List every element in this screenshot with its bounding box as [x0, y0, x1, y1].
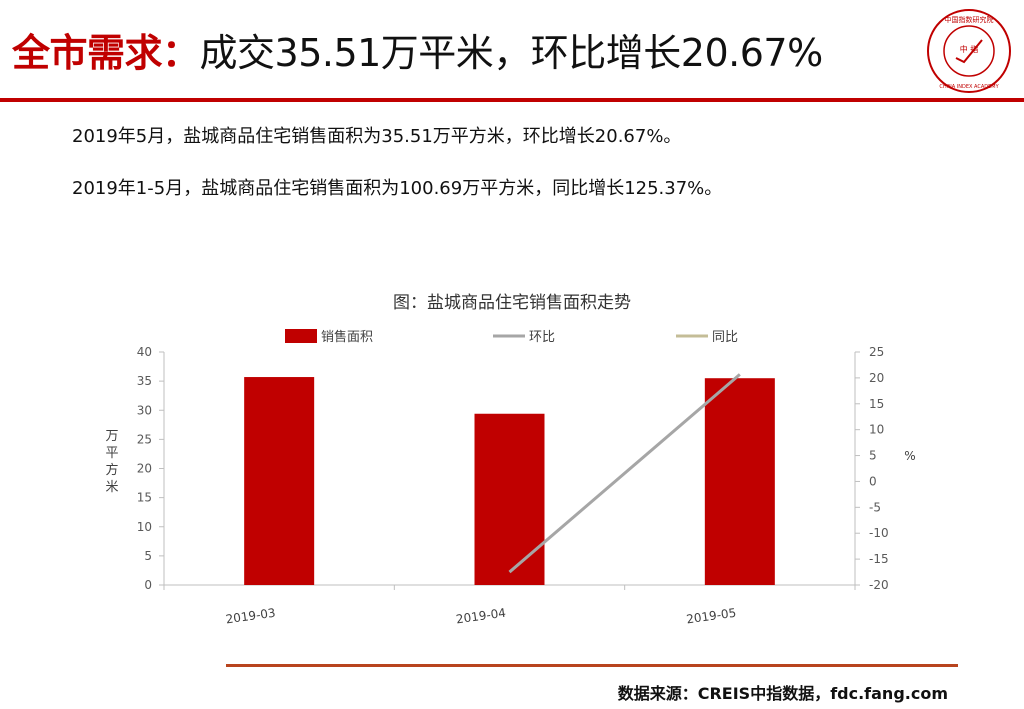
line-series [508, 373, 741, 574]
bar-2019-05 [704, 378, 775, 585]
legend-label-环比: 环比 [529, 330, 555, 345]
line-环比 [508, 373, 741, 574]
x-tick-label: 2019-04 [455, 606, 507, 627]
bar-2019-03 [244, 377, 315, 585]
y-tick-label: 5 [144, 549, 152, 563]
chart-legend: 销售面积 环比 同比 [285, 329, 738, 345]
footer-divider [226, 664, 958, 667]
y2-tick-label: 20 [869, 371, 884, 385]
y-axis-label: 万平方米 [105, 429, 118, 495]
y-tick-label: 40 [137, 345, 152, 359]
page-title: 全市需求：成交35.51万平米，环比增长20.67% [12, 22, 823, 77]
x-tick-label: 2019-03 [225, 606, 277, 627]
y-tick-label: 20 [137, 462, 152, 476]
y2-tick-label: 5 [869, 449, 877, 463]
legend-label-同比: 同比 [712, 330, 738, 345]
y2-tick-label: 0 [869, 474, 877, 488]
page-title-rest: 成交35.51万平米，环比增长20.67% [199, 31, 824, 75]
bar-2019-04 [474, 413, 545, 585]
x-tick-label: 2019-05 [685, 606, 737, 627]
y-tick-label: 25 [137, 432, 152, 446]
chart-title: 图：盐城商品住宅销售面积走势 [393, 293, 631, 313]
page-title-lead: 全市需求： [12, 31, 200, 75]
y2-tick-label: -15 [869, 552, 889, 566]
y2-tick-label: 15 [869, 397, 884, 411]
china-index-academy-logo: 中国指数研究院 中 指 CHINA INDEX ACADEMY [927, 9, 1011, 93]
summary-line-monthly: 2019年5月，盐城商品住宅销售面积为35.51万平方米，环比增长20.67%。 [72, 126, 682, 147]
y2-tick-label: 25 [869, 345, 884, 359]
summary-line-ytd: 2019年1-5月，盐城商品住宅销售面积为100.69万平方米，同比增长125.… [72, 178, 723, 199]
y-tick-label: 0 [144, 578, 152, 592]
data-source: 数据来源：CREIS中指数据，fdc.fang.com [617, 684, 948, 703]
logo-text-center: 中 指 [960, 44, 979, 54]
legend-label-销售面积: 销售面积 [321, 329, 373, 345]
bar-series [244, 377, 775, 585]
y2-tick-label: -10 [869, 526, 889, 540]
y-tick-label: 10 [137, 520, 152, 534]
y-tick-label: 15 [137, 491, 152, 505]
y2-axis-label: % [904, 449, 915, 463]
y-tick-label: 30 [137, 403, 152, 417]
title-divider [0, 98, 1024, 102]
y-tick-label: 35 [137, 374, 152, 388]
y2-tick-label: -5 [869, 500, 881, 514]
logo-text-bottom: CHINA INDEX ACADEMY [939, 84, 999, 90]
y2-tick-label: -20 [869, 578, 889, 592]
logo-text-top: 中国指数研究院 [945, 15, 994, 24]
legend-swatch-销售面积 [285, 329, 317, 343]
y2-tick-label: 10 [869, 423, 884, 437]
